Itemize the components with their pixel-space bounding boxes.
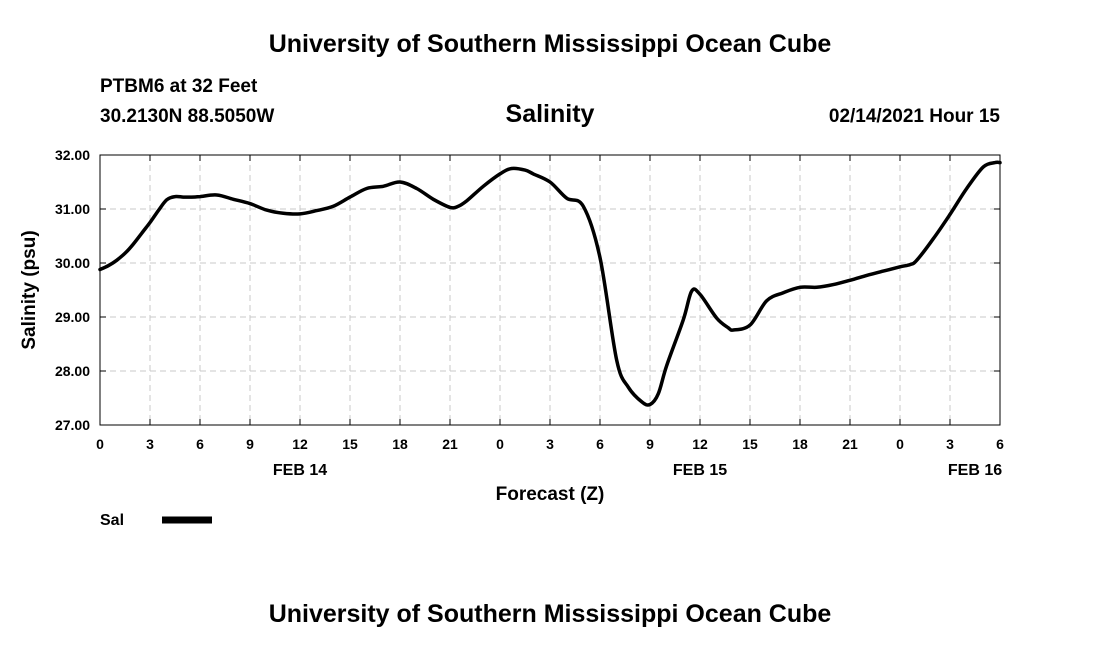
y-tick-label: 30.00 xyxy=(55,255,90,271)
series-line-sal xyxy=(98,160,1002,407)
grid-lines xyxy=(100,155,1000,425)
x-tick-label: 6 xyxy=(196,436,204,452)
legend: Sal xyxy=(100,512,212,529)
x-tick-label: 3 xyxy=(946,436,954,452)
series-layer xyxy=(98,160,1002,407)
x-tick-label: 9 xyxy=(246,436,254,452)
x-tick-label: 18 xyxy=(792,436,808,452)
y-tick-label: 29.00 xyxy=(55,309,90,325)
date-label: FEB 16 xyxy=(948,462,1002,479)
x-tick-label: 21 xyxy=(842,436,858,452)
forecast-datetime: 02/14/2021 Hour 15 xyxy=(828,106,1000,127)
x-axis-title: Forecast (Z) xyxy=(496,484,605,505)
footer-title: University of Southern Mississippi Ocean… xyxy=(268,600,832,628)
date-label: FEB 14 xyxy=(273,462,327,479)
station-label: PTBM6 at 32 Feet xyxy=(100,76,258,97)
legend-label-sal: Sal xyxy=(100,512,124,529)
date-label: FEB 15 xyxy=(673,462,727,479)
y-tick-label: 28.00 xyxy=(55,363,90,379)
page-title: University of Southern Mississippi Ocean… xyxy=(268,30,832,58)
chart-title: Salinity xyxy=(505,100,595,128)
x-tick-label: 21 xyxy=(442,436,458,452)
axis-labels: 0 3 6 9 12 15 18 21 0 3 6 9 12 15 18 21 0 3 6 27.00 28.00 29.… xyxy=(55,147,1004,479)
x-tick-label: 12 xyxy=(692,436,708,452)
x-tick-label: 18 xyxy=(392,436,408,452)
x-tick-label: 0 xyxy=(896,436,904,452)
coordinates-label: 30.2130N 88.5050W xyxy=(100,106,275,127)
x-tick-label: 15 xyxy=(342,436,358,452)
x-tick-label: 0 xyxy=(96,436,104,452)
y-tick-label: 27.00 xyxy=(55,417,90,433)
x-tick-label: 3 xyxy=(146,436,154,452)
x-tick-label: 15 xyxy=(742,436,758,452)
x-tick-label: 9 xyxy=(646,436,654,452)
y-axis-title: Salinity (psu) xyxy=(19,230,40,349)
x-tick-label: 6 xyxy=(996,436,1004,452)
x-tick-label: 12 xyxy=(292,436,308,452)
y-tick-label: 32.00 xyxy=(55,147,90,163)
x-tick-label: 3 xyxy=(546,436,554,452)
y-tick-label: 31.00 xyxy=(55,201,90,217)
x-tick-label: 0 xyxy=(496,436,504,452)
axis-ticks xyxy=(99,154,1001,426)
x-tick-label: 6 xyxy=(596,436,604,452)
